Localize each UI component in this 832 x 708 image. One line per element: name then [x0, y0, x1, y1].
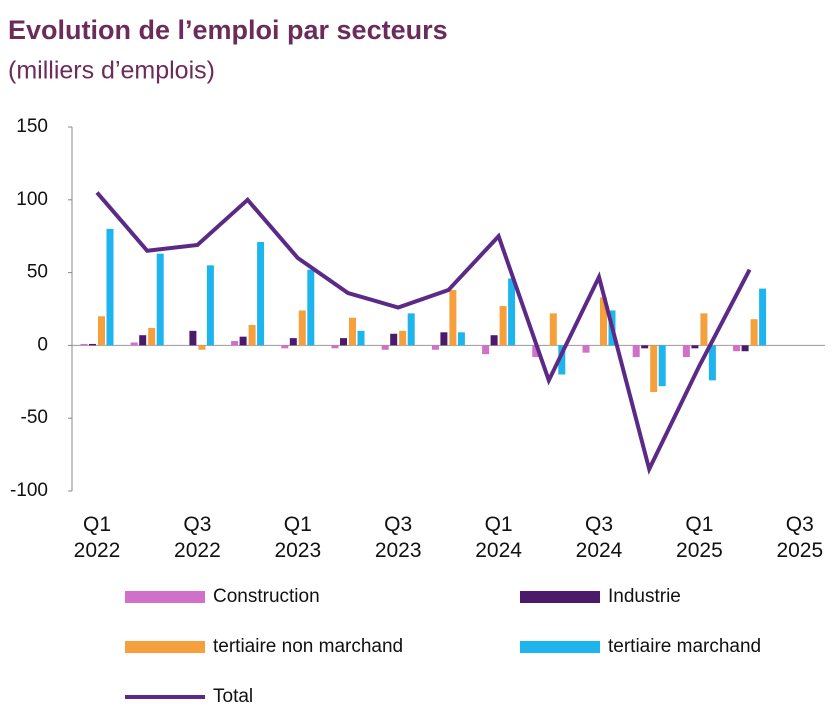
bar	[431, 345, 439, 350]
bar	[700, 313, 708, 346]
legend-label: tertiaire non marchand	[213, 636, 403, 657]
x-tick-label: Q1 2025	[676, 513, 723, 562]
bar	[281, 345, 289, 349]
bar	[206, 265, 214, 346]
bar	[632, 345, 640, 358]
bar	[582, 345, 590, 353]
bar	[440, 332, 448, 346]
bar	[549, 313, 557, 346]
bar	[130, 342, 138, 346]
bar	[499, 306, 507, 346]
y-tick-label: 50	[27, 262, 48, 283]
bar	[331, 345, 339, 349]
x-tick-label: Q3 2024	[575, 513, 623, 562]
bar	[80, 343, 88, 346]
bar	[156, 253, 164, 346]
y-tick-label: -50	[21, 407, 48, 428]
bar	[289, 338, 297, 346]
bar	[307, 269, 315, 346]
bar	[691, 345, 699, 349]
legend-swatch	[125, 641, 205, 653]
bar	[239, 336, 247, 346]
bar	[650, 345, 658, 392]
legend-label: Total	[213, 686, 253, 707]
bar	[231, 341, 239, 346]
bar	[532, 345, 540, 358]
bar	[257, 242, 265, 346]
legend-swatch	[125, 591, 205, 603]
bar	[381, 345, 389, 350]
bar	[449, 290, 457, 346]
bar	[349, 317, 356, 346]
x-tick-label: Q1 2024	[475, 513, 522, 562]
x-tick-label: Q3 2023	[374, 513, 422, 562]
bar	[508, 278, 516, 346]
bar	[457, 332, 465, 346]
legend-label: tertiaire marchand	[608, 636, 761, 657]
bar	[682, 345, 690, 358]
chart-subtitle: (milliers d’emplois)	[8, 57, 215, 85]
bar	[340, 338, 347, 346]
bar	[600, 297, 607, 346]
bar	[357, 330, 365, 346]
bar	[407, 313, 415, 346]
x-tick-label: Q3 2022	[174, 513, 221, 562]
bar	[482, 345, 490, 355]
bar	[759, 288, 767, 346]
y-tick-label: 150	[16, 116, 48, 137]
legend-swatch	[520, 641, 600, 653]
legend-label: Construction	[213, 586, 320, 607]
x-tick-label: Q1 2022	[73, 513, 121, 562]
bar	[750, 319, 758, 346]
x-tick-label: Q3 2025	[776, 513, 824, 562]
bar	[658, 345, 666, 387]
bar	[139, 335, 147, 346]
bar	[490, 335, 498, 346]
total-line	[95, 191, 752, 475]
bar	[558, 345, 566, 375]
chart-title: Evolution de l’emploi par secteurs	[8, 15, 448, 45]
legend-swatch	[520, 591, 600, 603]
y-tick-label: -100	[10, 480, 48, 501]
bar	[741, 345, 749, 352]
bar	[98, 316, 105, 346]
bar	[89, 343, 96, 346]
bar	[248, 325, 256, 346]
bar	[399, 330, 407, 346]
bar	[198, 345, 206, 350]
bar	[189, 330, 197, 346]
y-tick-label: 0	[37, 334, 48, 355]
bar	[106, 228, 114, 346]
x-tick-label: Q1 2023	[274, 513, 322, 562]
legend-label: Industrie	[608, 586, 681, 607]
y-tick-label: 100	[16, 189, 48, 210]
bar	[733, 345, 741, 352]
bar	[298, 310, 306, 346]
bar	[641, 345, 649, 349]
bar	[708, 345, 716, 381]
bar	[148, 327, 156, 346]
bar	[390, 333, 398, 346]
